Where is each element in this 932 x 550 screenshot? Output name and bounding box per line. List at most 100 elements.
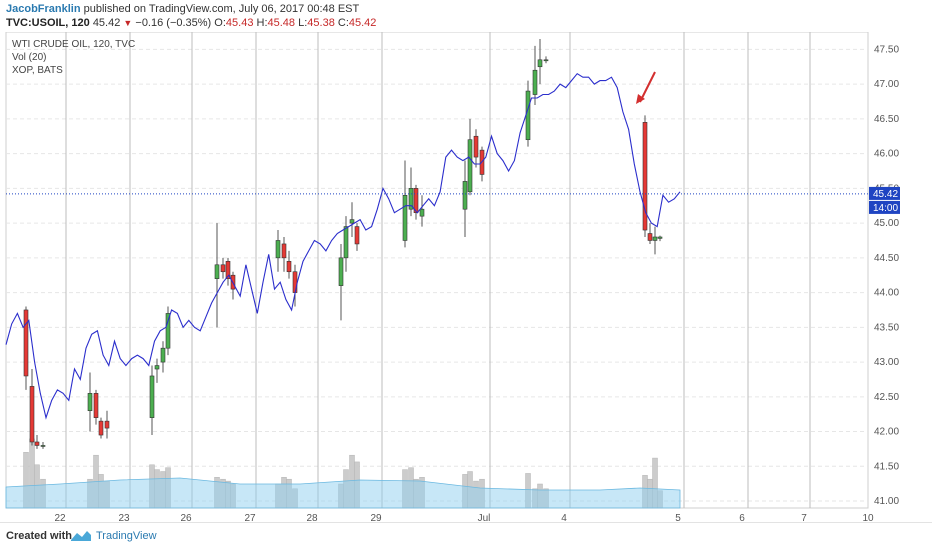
y-tick-label: 47.50: [874, 44, 899, 55]
candle: [354, 223, 360, 251]
candle: [149, 365, 155, 436]
last-price: 45.42: [92, 17, 121, 29]
x-tick-label: 23: [118, 513, 130, 522]
candle-body: [338, 257, 344, 286]
candle-body: [34, 441, 40, 446]
candle-body: [281, 243, 287, 259]
candle: [220, 257, 226, 279]
current-price-tag: [869, 186, 900, 200]
legend-volume[interactable]: Vol (20): [12, 52, 47, 63]
author-link[interactable]: JacobFranklin: [6, 3, 81, 15]
x-tick-label: Jul: [478, 513, 491, 522]
candle: [343, 216, 349, 272]
candle-body: [543, 59, 549, 62]
candle: [657, 235, 663, 242]
y-tick-label: 46.00: [874, 149, 899, 160]
price-chart[interactable]: 41.00 41.50 42.00 42.50 43.00 43.50 44.00 44.50…: [0, 32, 932, 522]
candle-body: [29, 386, 35, 443]
candle: [281, 236, 287, 272]
y-tick-label: 46.50: [874, 114, 899, 125]
candle-body: [467, 139, 473, 193]
candle: [160, 341, 166, 373]
candle-body: [408, 188, 414, 210]
tradingview-logo-icon[interactable]: [70, 529, 92, 543]
candle: [286, 250, 292, 279]
y-tick-label: 43.50: [874, 322, 899, 333]
candle-body: [657, 236, 663, 239]
candle-body: [462, 181, 468, 210]
candle: [225, 257, 231, 286]
low-value: 45.38: [307, 17, 335, 29]
x-tick-label: 26: [180, 513, 192, 522]
candle-body: [532, 69, 538, 95]
time-tag: [869, 200, 900, 214]
candle-body: [214, 264, 220, 279]
candle: [473, 129, 479, 168]
x-tick-label: 6: [739, 513, 745, 522]
y-tick-label: 45.00: [874, 218, 899, 229]
candle: [537, 38, 543, 85]
annotation-arrow: [639, 71, 656, 103]
publish-info: published on TradingView.com, July 06, 2…: [80, 3, 360, 15]
publish-line: JacobFranklin published on TradingView.c…: [6, 2, 359, 16]
candle-body: [343, 226, 349, 259]
y-tick-label: 41.00: [874, 496, 899, 507]
x-tick-label: 27: [244, 513, 256, 522]
time-label: 14:00: [873, 203, 898, 214]
y-tick-label: 44.00: [874, 288, 899, 299]
candle: [87, 372, 93, 432]
candle: [275, 230, 281, 272]
high-label: H:: [256, 17, 268, 29]
candle: [467, 118, 473, 196]
y-tick-label: 41.50: [874, 461, 899, 472]
x-tick-label: 5: [675, 513, 681, 522]
candle-body: [40, 445, 46, 447]
candle: [462, 160, 468, 237]
legend-overlay[interactable]: XOP, BATS: [12, 65, 63, 76]
candle-body: [275, 240, 281, 259]
candle: [93, 389, 99, 425]
candle-body: [402, 194, 408, 241]
footer: Created with TradingView: [0, 522, 932, 550]
candle: [165, 306, 171, 356]
candle-body: [286, 261, 292, 273]
candle: [29, 369, 35, 446]
candle: [408, 167, 414, 217]
candle-body: [349, 219, 355, 224]
candle-body: [154, 365, 160, 370]
price-change: −0.16 (−0.35%): [135, 17, 212, 29]
candle: [214, 223, 220, 328]
candle-body: [23, 309, 29, 377]
candle: [652, 226, 658, 255]
plot-background: [5, 32, 869, 509]
candle-body: [413, 188, 419, 213]
chart-legend: WTI CRUDE OIL, 120, TVC Vol (20) XOP, BA…: [12, 38, 135, 77]
y-tick-label: 47.00: [874, 79, 899, 90]
candle: [98, 417, 104, 439]
current-price-label: 45.42: [873, 189, 898, 200]
candle-body: [525, 90, 531, 141]
close-label: C:: [337, 17, 349, 29]
open-label: O:: [214, 17, 226, 29]
x-tick-label: 22: [54, 513, 66, 522]
x-tick-label: 28: [306, 513, 318, 522]
candle: [642, 115, 648, 237]
y-tick-label: 43.00: [874, 357, 899, 368]
chart-area[interactable]: 41.00 41.50 42.00 42.50 43.00 43.50 44.00 44.50…: [0, 32, 932, 522]
candle: [413, 184, 419, 220]
close-value: 45.42: [348, 17, 377, 29]
candle-body: [652, 236, 658, 241]
high-value: 45.48: [267, 17, 296, 29]
legend-main-series[interactable]: WTI CRUDE OIL, 120, TVC: [12, 39, 136, 50]
y-tick-label: 44.50: [874, 253, 899, 264]
candle-body: [149, 375, 155, 418]
x-tick-label: 10: [862, 513, 874, 522]
candle: [338, 243, 344, 321]
candle-body: [165, 313, 171, 349]
candle-body: [220, 264, 226, 273]
x-tick-label: 29: [370, 513, 382, 522]
candle-body: [419, 208, 425, 217]
tradingview-brand-link[interactable]: TradingView: [96, 530, 157, 542]
candle-body: [537, 59, 543, 68]
low-label: L:: [298, 17, 308, 29]
